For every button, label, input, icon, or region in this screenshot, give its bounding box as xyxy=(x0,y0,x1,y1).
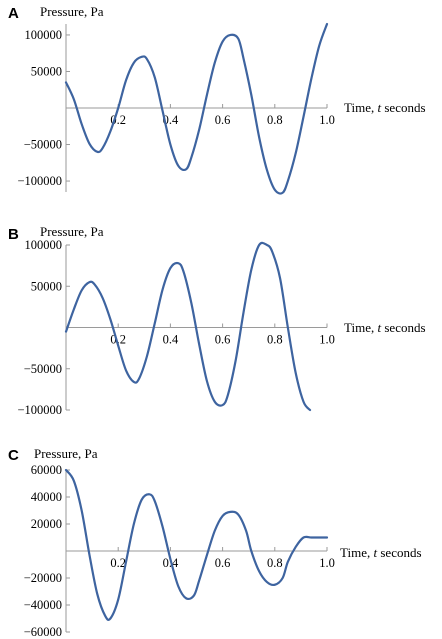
panel-c-y-tick-label: −20000 xyxy=(24,571,62,585)
panel-c: C Pressure, Pa Time, t seconds 0.2 0.4 0.6… xyxy=(8,446,422,639)
panel-a-series-line xyxy=(64,22,329,195)
panel-c-x-tick-label: 1.0 xyxy=(319,556,335,570)
panel-b-x-axis-title: Time, t seconds xyxy=(344,320,426,335)
panel-b-x-axis-title-suffix: seconds xyxy=(381,320,425,335)
panel-b-y-tick-label: 100000 xyxy=(25,238,63,252)
panel-c-y-axis-title: Pressure, Pa xyxy=(34,446,98,461)
panel-b-x-ticks: 0.2 0.4 0.6 0.8 1.0 xyxy=(110,323,335,347)
panel-c-y-tick-label: −40000 xyxy=(24,598,62,612)
panel-a-x-axis-title-prefix: Time, xyxy=(344,100,377,115)
panel-b-y-axis-title: Pressure, Pa xyxy=(40,224,104,239)
panel-a-x-axis-title-suffix: seconds xyxy=(381,100,425,115)
panel-b-x-tick-label: 0.8 xyxy=(267,333,283,347)
panel-a-x-tick-label: 0.4 xyxy=(163,113,179,127)
panel-c-x-tick-label: 0.8 xyxy=(267,556,283,570)
panel-c-x-tick-label: 0.2 xyxy=(110,556,126,570)
panel-a: A Pressure, Pa Time, t seconds 0.2 0.4 0.6… xyxy=(8,4,426,195)
panel-a-y-tick-label: 50000 xyxy=(31,64,62,78)
panel-b-letter: B xyxy=(8,226,19,243)
panel-a-x-tick-label: 0.6 xyxy=(215,113,231,127)
panel-c-y-tick-label: 20000 xyxy=(31,517,62,531)
panel-b-x-tick-label: 0.4 xyxy=(163,333,179,347)
panel-b-x-axis-title-prefix: Time, xyxy=(344,320,377,335)
panel-c-x-axis-title-suffix: seconds xyxy=(377,545,421,560)
panel-b-y-tick-label: −100000 xyxy=(17,403,62,417)
panel-a-x-tick-label: 1.0 xyxy=(319,113,335,127)
panel-a-y-tick-label: 100000 xyxy=(25,28,63,42)
panel-b-y-tick-label: −50000 xyxy=(24,362,62,376)
panel-c-y-tick-label: 40000 xyxy=(31,490,62,504)
panel-c-x-ticks: 0.2 0.4 0.6 0.8 1.0 xyxy=(110,547,335,570)
panel-a-y-ticks: 100000 50000 −50000 −100000 xyxy=(17,28,70,188)
panel-a-x-tick-label: 0.8 xyxy=(267,113,283,127)
panel-a-x-axis-title-var: t xyxy=(377,100,381,115)
panel-b-x-axis-title-var: t xyxy=(377,320,381,335)
panel-c-y-tick-label: 60000 xyxy=(31,463,62,477)
panel-c-x-axis-title-prefix: Time, xyxy=(340,545,373,560)
panel-c-y-ticks: 60000 40000 20000 −20000 −40000 −60000 xyxy=(24,463,70,639)
panel-c-x-tick-label: 0.6 xyxy=(215,556,231,570)
panel-a-letter: A xyxy=(8,5,19,22)
panel-a-x-axis-title: Time, t seconds xyxy=(344,100,426,115)
panel-c-x-axis-title-var: t xyxy=(373,545,377,560)
panel-c-series-line xyxy=(64,468,329,621)
panel-b: B Pressure, Pa Time, t seconds 0.2 0.4 0.6… xyxy=(8,224,426,417)
panel-b-y-tick-label: 50000 xyxy=(31,279,62,293)
panel-b-y-ticks: 100000 50000 −50000 −100000 xyxy=(17,238,70,417)
panel-a-y-tick-label: −100000 xyxy=(17,174,62,188)
panel-a-y-axis-title: Pressure, Pa xyxy=(40,4,104,19)
panel-b-series-line xyxy=(64,241,312,412)
panel-c-x-axis-title: Time, t seconds xyxy=(340,545,422,560)
panel-b-x-tick-label: 1.0 xyxy=(319,333,335,347)
panel-c-letter: C xyxy=(8,447,19,464)
panel-c-y-tick-label: −60000 xyxy=(24,625,62,639)
panel-a-y-tick-label: −50000 xyxy=(24,138,62,152)
panel-b-x-tick-label: 0.6 xyxy=(215,333,231,347)
